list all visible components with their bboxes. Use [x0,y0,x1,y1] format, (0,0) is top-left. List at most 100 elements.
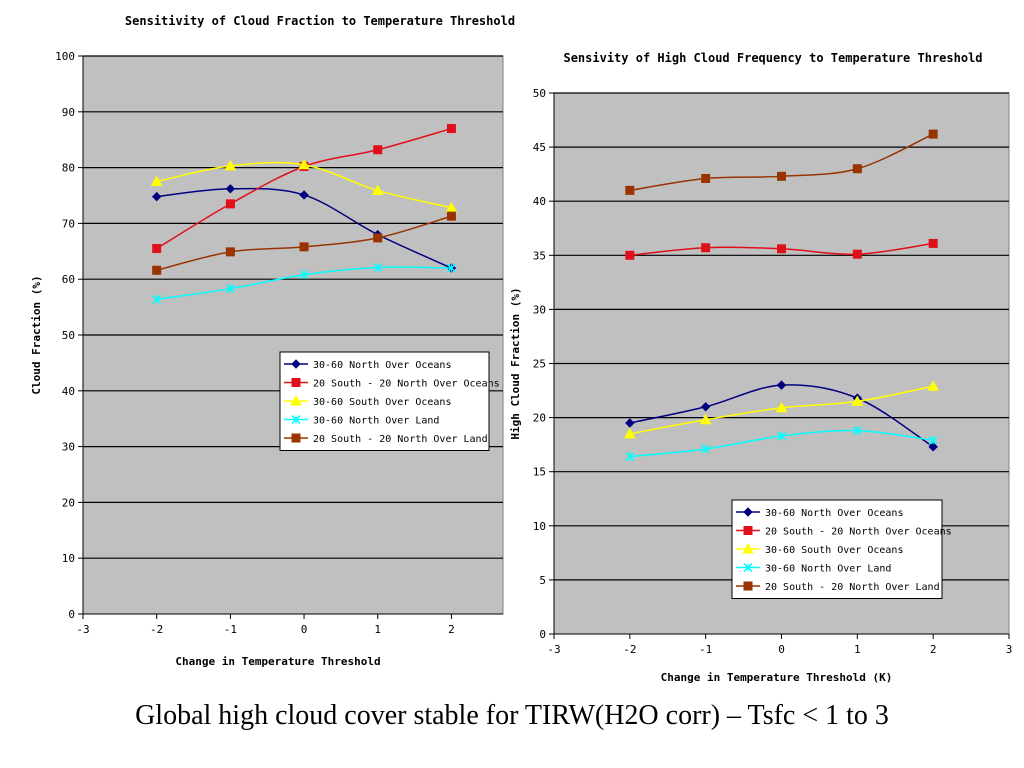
data-point [625,185,635,195]
slide-caption: Global high cloud cover stable for TIRW(… [135,700,889,731]
legend-label: 30-60 South Over Oceans [313,397,451,408]
legend-marker [742,542,754,554]
data-point [851,395,864,406]
y-tick-label: 90 [62,106,75,119]
legend: 30-60 North Over Oceans 20 South - 20 Nor… [731,499,952,599]
x-axis-title: Change in Temperature Threshold (K) [661,671,893,684]
data-point [152,294,162,304]
data-point [225,284,235,294]
data-point [150,175,163,187]
data-point [852,426,862,436]
data-point [446,211,456,221]
high-cloud-frequency-chart: Sensivity of High Cloud Frequency to Tem… [509,51,1012,684]
x-tick-label: -2 [150,623,163,636]
data-point [225,184,236,194]
legend-marker [291,433,301,443]
cloud-fraction-chart-group: Sensitivity of Cloud Fraction to Tempera… [30,14,515,668]
x-tick-label: 2 [448,623,455,636]
data-point [776,380,787,390]
y-tick-label: 40 [533,195,546,208]
data-point [373,145,383,155]
data-point [928,435,938,445]
x-tick-label: 2 [930,643,937,656]
legend-marker [291,414,301,425]
data-point [852,164,862,174]
data-point [299,190,309,200]
legend-label: 30-60 North Over Land [765,564,891,575]
legend-label: 20 South - 20 North Over Land [765,582,940,593]
data-point [373,262,383,273]
x-tick-label: -2 [623,643,636,656]
data-point [373,233,383,243]
y-tick-label: 35 [533,249,546,262]
series-1 [625,380,938,452]
x-axis-title: Change in Temperature Threshold [175,655,380,668]
data-point [299,270,309,280]
x-tick-label: 1 [854,643,861,656]
data-point [152,265,162,275]
legend-marker [291,378,301,387]
y-tick-label: 40 [62,385,75,398]
data-point [699,413,712,425]
legend-marker [743,526,753,535]
data-point [152,244,162,254]
data-point [776,431,787,441]
legend-label: 30-60 North Over Land [313,416,439,427]
data-point [446,263,456,273]
y-tick-label: 25 [533,358,546,371]
data-point [700,402,711,412]
legend: 30-60 North Over Oceans 20 South - 20 Nor… [279,351,500,451]
data-point [777,171,786,181]
y-tick-label: 0 [68,608,75,621]
x-tick-label: 0 [778,643,785,656]
y-tick-label: 5 [539,574,546,587]
y-tick-label: 60 [62,273,75,286]
legend-label: 20 South - 20 North Over Oceans [313,379,500,390]
data-point [701,444,711,454]
data-point [777,244,786,254]
data-point [224,159,237,171]
legend-label: 20 South - 20 North Over Oceans [765,527,952,538]
y-tick-label: 20 [62,496,75,509]
data-point [701,173,711,183]
x-tick-label: 3 [1006,643,1013,656]
x-tick-label: 0 [301,623,308,636]
series-3 [150,158,458,213]
y-tick-label: 30 [533,303,546,316]
legend-marker [291,359,301,369]
data-point [298,158,310,170]
data-point [928,129,938,139]
y-tick-label: 0 [539,628,546,641]
legend-marker [743,581,753,591]
legend-marker [743,507,753,517]
y-axis-title: Cloud Fraction (%) [30,275,43,394]
data-point [625,452,635,462]
data-point [151,191,162,202]
x-tick-label: -3 [76,623,89,636]
y-tick-label: 50 [62,329,75,342]
series-4 [152,262,456,304]
data-point [852,249,862,259]
data-point [928,238,938,248]
data-point [928,442,938,452]
legend-marker [743,562,753,573]
data-point [299,242,309,252]
y-tick-label: 10 [62,552,75,565]
legend-label: 20 South - 20 North Over Land [313,434,488,445]
data-point [446,124,456,134]
data-point [371,184,384,195]
x-tick-label: -1 [699,643,712,656]
y-tick-label: 20 [533,412,546,425]
legend-box [279,351,490,451]
y-tick-label: 15 [533,466,546,479]
series-5 [152,211,456,275]
chart-title: Sensivity of High Cloud Frequency to Tem… [563,51,982,65]
y-tick-label: 100 [55,50,75,63]
y-tick-label: 70 [62,217,75,230]
x-tick-label: -1 [224,623,237,636]
series-3 [623,380,940,439]
data-point [775,401,788,413]
data-point [927,380,940,391]
